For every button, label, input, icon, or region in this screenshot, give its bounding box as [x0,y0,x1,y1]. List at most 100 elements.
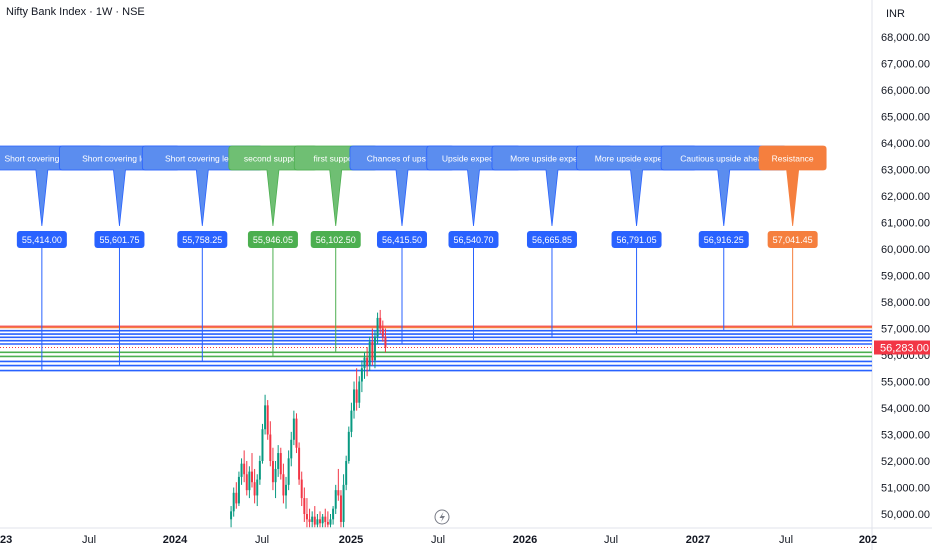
y-tick-label: 52,000.00 [881,456,930,468]
candle-body [339,495,342,522]
x-tick-label: 023 [0,534,12,546]
candle-body [350,410,353,432]
y-tick-label: 55,000.00 [881,377,930,389]
candle-body [279,453,282,475]
x-tick-label: Jul [82,534,96,546]
candle-body [258,461,261,480]
callout-value-box [376,231,427,248]
candle-body [347,431,350,461]
candle-body [337,490,340,496]
y-tick-label: 64,000.00 [881,138,930,150]
candle-body [329,519,332,525]
candle-body [269,434,272,461]
callout-note: Resistance [772,154,814,164]
callout-value-box [247,231,298,248]
candle-body [271,461,274,483]
callout-value: 56,540.70 [453,235,493,245]
candle-body [264,405,267,430]
callout-value: 56,916.25 [704,235,744,245]
callout-value-box [94,231,145,248]
lightning-glyph [439,512,445,522]
x-tick-label: Jul [431,534,445,546]
candle-body [379,317,382,329]
callout-value: 55,946.05 [253,235,293,245]
chart-extras: 56,283.00 [434,340,930,525]
currency-label[interactable]: INR [886,8,905,20]
candle-body [334,490,337,509]
chart-title: Nifty Bank Index · 1W · NSE [6,6,145,18]
price-axis[interactable]: 50,000.00 51,000.00 52,000.00 53,000.00 54,0… [881,32,930,521]
callout-value: 56,791.05 [617,235,657,245]
callout-note: More upside expected [510,154,594,164]
candle-body [232,492,235,512]
candle-body [237,476,240,504]
y-tick-label: 53,000.00 [881,430,930,442]
candle-body [355,389,358,403]
y-tick-label: 63,000.00 [881,165,930,177]
candle-body [353,389,356,411]
last-price-value: 56,283.00 [880,343,929,355]
callout-note: Short covering level [5,154,80,164]
callout-value: 56,102.50 [316,235,356,245]
callout-value-box [698,231,749,248]
level-lines [0,325,872,372]
callout-value: 57,041.45 [773,235,813,245]
candle-body [235,492,238,504]
candle-body [345,461,348,485]
candle-body [371,341,374,361]
callout-value-box [526,231,577,248]
callout-value: 56,665.85 [532,235,572,245]
x-tick-label: 2025 [339,534,363,546]
time-axis[interactable]: 023 Jul 2024 Jul 2025 Jul 2026 Jul 2027 Jul 202 [0,534,877,546]
y-tick-label: 60,000.00 [881,244,930,256]
y-tick-label: 65,000.00 [881,112,930,124]
candle-body [342,484,345,522]
callout-note: Upside expected [442,154,506,164]
callout-bubble [758,145,827,227]
callout-note: Short covering level [82,154,157,164]
callout-value-box [177,231,228,248]
x-tick-label: Jul [255,534,269,546]
candle-body [240,463,243,477]
callout-value: 56,415.50 [382,235,422,245]
callout-value-box [16,231,67,248]
candle-body [256,479,259,496]
candle-body [295,418,298,448]
candle-body [376,317,379,337]
y-tick-label: 68,000.00 [881,32,930,44]
candle-body [292,418,295,440]
callout-note: Chances of upside [367,154,438,164]
callout-value-box [448,231,499,248]
candle-body [305,514,308,520]
candle-body [319,519,322,524]
callout-value-box [767,231,818,248]
candle-body [290,439,293,459]
candle-body [277,453,280,469]
candle-body [251,471,254,483]
x-tick-label: 2027 [686,534,710,546]
callout-note: second support [244,154,303,164]
candle-body [308,519,311,522]
last-price-tag [874,340,930,355]
y-tick-label: 58,000.00 [881,297,930,309]
callout-value: 55,414.00 [22,235,62,245]
candle-body [358,381,361,403]
candle-body [366,357,369,366]
level-callouts: Short covering level 55,414.00 Short cover… [0,145,827,371]
candle-body [248,471,251,491]
candle-body [316,519,319,525]
candle-body [266,405,269,435]
candlesticks [230,309,387,528]
candle-body [274,468,277,483]
callout-value: 55,601.75 [99,235,139,245]
callout-value-box [611,231,662,248]
y-tick-label: 66,000.00 [881,85,930,97]
callout-note: Short covering level [165,154,240,164]
callout-value: 55,758.25 [182,235,222,245]
x-tick-label: 2024 [163,534,188,546]
callout-note: first support [314,154,359,164]
x-tick-label: 202 [859,534,877,546]
y-tick-label: 62,000.00 [881,191,930,203]
